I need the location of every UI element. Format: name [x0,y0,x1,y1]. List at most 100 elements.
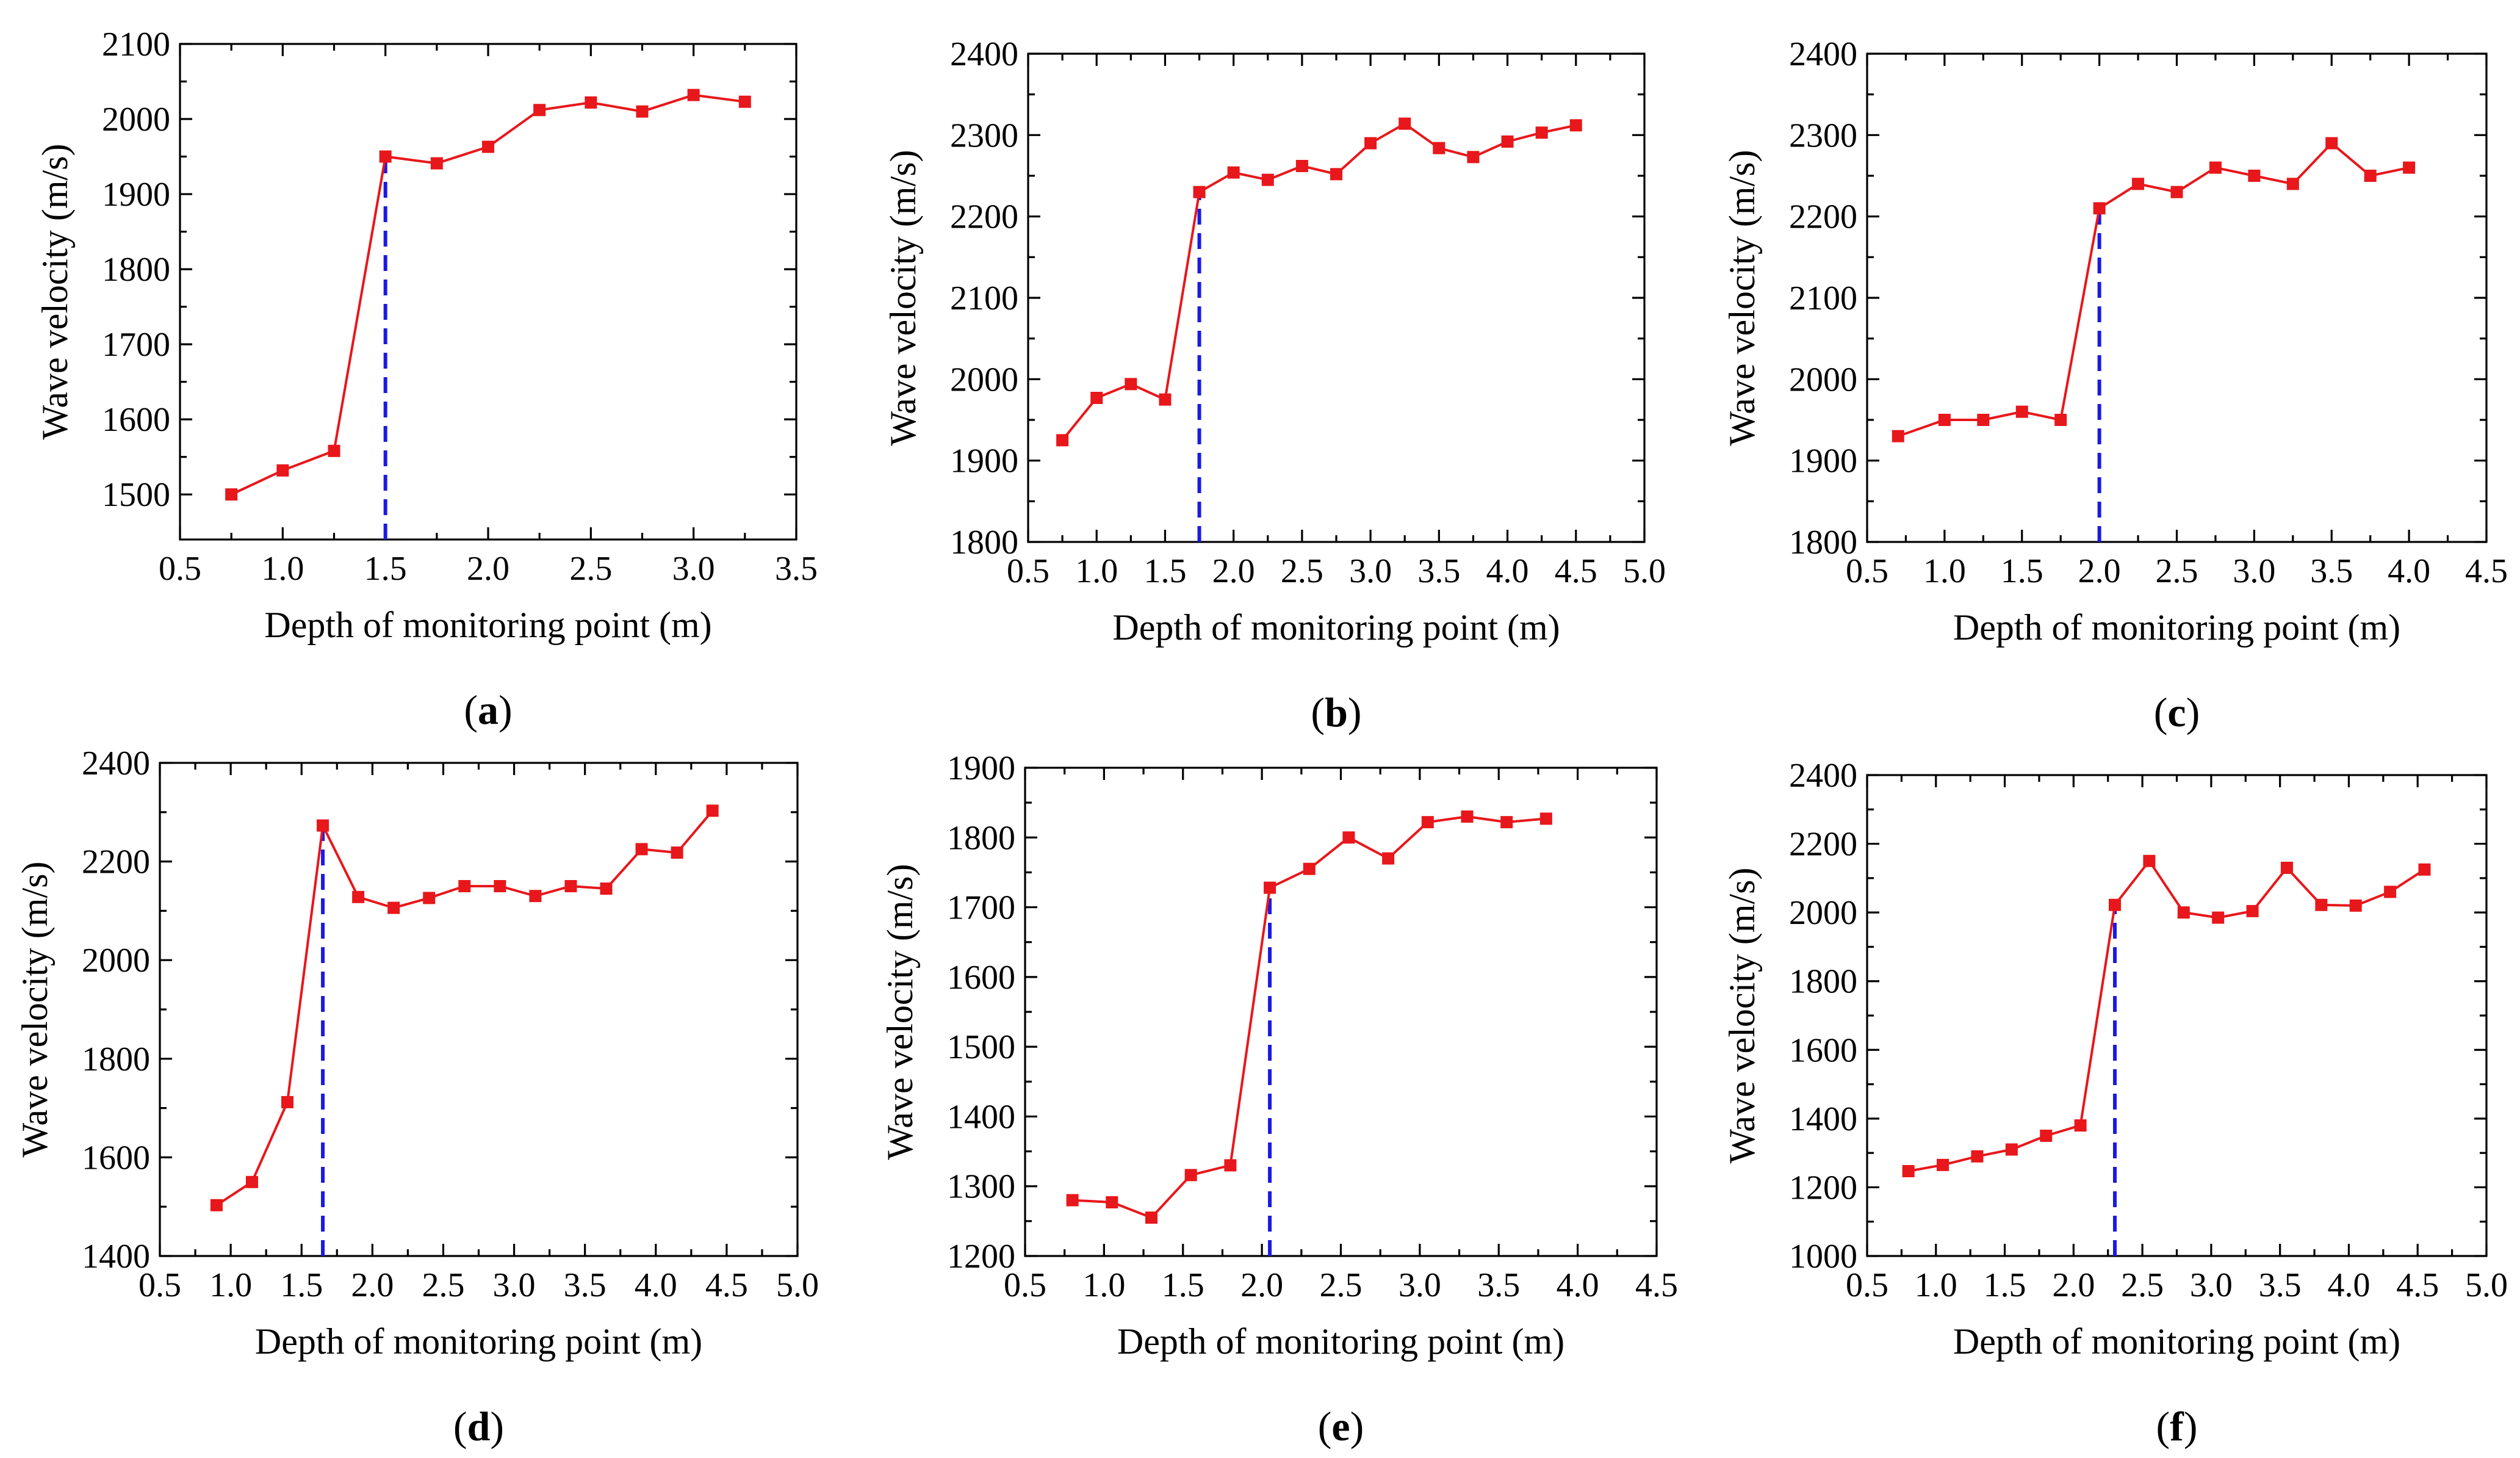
panel-label-open: ( [1318,1403,1332,1449]
x-tick-label: 0.5 [159,550,201,588]
y-axis-label: Wave velocity (m/s) [883,150,923,446]
x-tick-label: 3.0 [2233,552,2275,590]
y-tick-label: 1600 [1789,1031,1857,1069]
y-tick-label: 1000 [1789,1238,1857,1276]
panel-label: (f) [2156,1403,2198,1449]
series-line [231,93,746,496]
x-tick-label: 2.5 [1320,1266,1363,1304]
x-tick-label: 4.5 [2465,552,2508,590]
x-tick-label: 4.0 [1486,552,1529,590]
y-tick-label: 1800 [947,819,1015,857]
x-tick-label: 3.5 [1417,552,1460,590]
x-tick-label: 3.0 [1399,1266,1441,1304]
y-tick-label: 1300 [947,1168,1015,1206]
data-point [1303,862,1316,875]
plot-frame [1866,774,2488,1257]
y-tick-label: 2400 [950,35,1018,73]
y-tick-label: 1500 [947,1028,1015,1066]
y-tick-label: 2000 [102,101,170,139]
x-tick-label: 2.0 [467,550,509,588]
x-tick-label: 3.5 [2259,1266,2302,1304]
x-tick-label: 4.0 [2388,552,2430,590]
data-point [2364,170,2377,182]
data-point [1066,1194,1079,1207]
data-point [2403,161,2416,174]
data-point [1159,393,1172,406]
panel-label-close: ) [2186,689,2200,735]
y-tick-label: 1800 [950,524,1018,561]
y-tick-label: 1900 [1789,442,1857,480]
data-point [317,819,329,832]
chart-panel-d: 0.5 1.0 1.5 2.0 2.5 3.0 3.5 4.0 4.5 5.0 1400 1600 18… [15,745,819,1449]
panel-label-open: ( [2156,1403,2170,1449]
data-point [1501,135,1514,148]
x-tick-label: 5.0 [2465,1266,2508,1304]
y-tick-label: 1900 [950,442,1018,480]
data-point [1364,137,1377,150]
data-point [564,880,577,892]
y-tick-label: 1800 [82,1041,150,1078]
y-tick-label: 2100 [102,26,170,63]
series-line [1898,141,2410,438]
data-point [1056,434,1069,447]
panel-label-open: ( [1311,689,1325,735]
x-axis-label: Depth of monitoring point (m) [1953,607,2400,648]
x-axis-label: Depth of monitoring point (m) [1112,607,1560,648]
panel-label-open: ( [2154,689,2168,735]
data-point [328,444,340,457]
x-tick-label: 1.0 [1082,1266,1125,1304]
y-axis-label: Wave velocity (m/s) [880,864,920,1160]
series-line [1061,122,1577,441]
y-tick-label: 2200 [82,843,150,881]
data-point [533,104,546,117]
plot-frame [1027,52,1646,543]
chart-panel-f: 0.5 1.0 1.5 2.0 2.5 3.0 3.5 4.0 4.5 5.0 1000 1200 14… [1722,757,2508,1449]
data-point [671,846,683,859]
x-axis-label: Depth of monitoring point (m) [264,605,711,645]
x-tick-label: 0.5 [1846,552,1888,590]
panel-label: (c) [2154,689,2200,735]
x-tick-label: 1.5 [1162,1266,1204,1304]
data-point [1090,392,1103,404]
x-tick-label: 4.5 [2396,1266,2439,1304]
x-tick-label: 1.0 [1075,552,1118,590]
x-tick-label: 1.0 [1923,552,1966,590]
x-tick-label: 3.5 [564,1266,607,1304]
x-tick-label: 2.0 [2078,552,2121,590]
y-tick-label: 1700 [947,889,1015,927]
data-point [430,157,443,170]
data-point [2315,898,2328,911]
data-point [2074,1119,2087,1132]
data-point [458,880,471,892]
data-point [423,892,436,904]
data-point [245,1175,258,1188]
data-point [600,882,613,895]
y-tick-label: 2200 [1789,826,1857,864]
data-point [636,105,649,118]
y-tick-label: 2100 [1789,280,1857,317]
x-tick-label: 2.5 [1281,552,1323,590]
data-point [1342,831,1355,844]
y-tick-label: 2400 [1789,35,1857,73]
data-point [352,890,365,903]
panel-label-letter: a [478,687,499,733]
data-point [2325,137,2338,150]
x-tick-label: 1.0 [1915,1266,1957,1304]
chart-panel-a: 0.5 1.0 1.5 2.0 2.5 3.0 3.5 1500 1600 1700 1800 190… [35,26,818,733]
x-tick-label: 2.5 [422,1266,464,1304]
panel-label-letter: b [1325,689,1348,735]
data-point [1184,1169,1197,1182]
y-tick-label: 1600 [82,1139,150,1177]
y-tick-label: 2000 [950,361,1018,399]
data-point [2209,161,2222,174]
data-point [1264,881,1276,894]
data-point [1421,816,1434,829]
data-point [1938,414,1951,426]
x-tick-label: 4.5 [1555,552,1597,590]
x-tick-label: 2.5 [2121,1266,2164,1304]
y-axis-label: Wave velocity (m/s) [35,143,75,439]
y-tick-label: 1800 [1789,963,1857,1001]
x-tick-label: 1.5 [280,1266,323,1304]
data-point [1500,816,1513,829]
